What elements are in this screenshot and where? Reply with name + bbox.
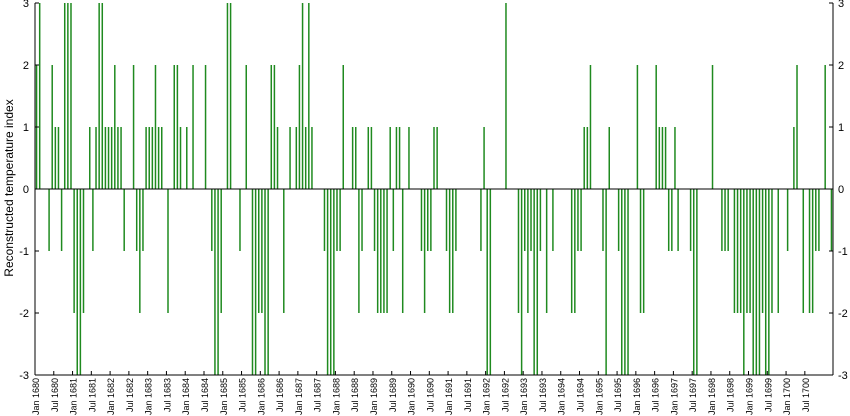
y-tick-label-right: 0 [838, 184, 844, 196]
x-tick-label: Jan 1684 [181, 378, 191, 415]
x-tick-label: Jan 1681 [69, 378, 79, 415]
x-tick-label: Jan 1700 [782, 378, 792, 415]
x-tick-label: Jul 1695 [613, 378, 623, 412]
x-tick-label: Jan 1698 [707, 378, 717, 415]
x-tick-label: Jan 1689 [369, 378, 379, 415]
axes [34, 3, 834, 376]
x-tick-label: Jan 1686 [256, 378, 266, 415]
x-tick-label: Jul 1697 [688, 378, 698, 412]
x-tick-label: Jan 1690 [407, 378, 417, 415]
y-tick-label-right: -3 [838, 370, 848, 382]
y-tick-label-right: -2 [838, 308, 848, 320]
x-tick-label: Jan 1682 [106, 378, 116, 415]
x-tick-label: Jul 1684 [200, 378, 210, 412]
x-tick-label: Jul 1686 [275, 378, 285, 412]
x-tick-label: Jul 1690 [425, 378, 435, 412]
x-tick-label: Jan 1691 [444, 378, 454, 415]
x-tick-label: Jan 1696 [632, 378, 642, 415]
y-tick-label-right: 3 [838, 0, 844, 10]
x-tick-label: Jan 1694 [557, 378, 567, 415]
x-tick-label: Jan 1697 [669, 378, 679, 415]
bar-series [35, 3, 833, 375]
y-tick-label-right: 2 [838, 60, 844, 72]
x-tick-label: Jan 1693 [519, 378, 529, 415]
x-tick-label: Jul 1689 [388, 378, 398, 412]
y-tick-label-left: 1 [23, 122, 29, 134]
x-tick-label: Jul 1680 [50, 378, 60, 412]
x-tick-label: Jul 1698 [726, 378, 736, 412]
x-tick-label: Jul 1681 [87, 378, 97, 412]
x-tick-label: Jul 1683 [162, 378, 172, 412]
x-tick-label: Jul 1699 [763, 378, 773, 412]
x-tick-label: Jan 1680 [31, 378, 41, 415]
x-tick-label: Jan 1685 [219, 378, 229, 415]
x-tick-label: Jul 1696 [651, 378, 661, 412]
x-tick-label: Jul 1687 [313, 378, 323, 412]
x-tick-label: Jul 1700 [801, 378, 811, 412]
x-tick-label: Jan 1699 [745, 378, 755, 415]
y-tick-label-left: 3 [23, 0, 29, 10]
x-tick-label: Jul 1688 [350, 378, 360, 412]
x-tick-label: Jul 1685 [238, 378, 248, 412]
y-tick-label-left: -1 [19, 246, 29, 258]
x-tick-label: Jan 1692 [482, 378, 492, 415]
x-tick-label: Jul 1694 [576, 378, 586, 412]
x-axis-ticks: Jan 1680 Jul 1680 Jan 1681 Jul 1681 Jan 1682… [31, 371, 811, 415]
y-tick-label-left: -2 [19, 308, 29, 320]
x-tick-label: Jul 1691 [463, 378, 473, 412]
y-tick-label-left: -3 [19, 370, 29, 382]
x-tick-label: Jul 1693 [538, 378, 548, 412]
y-tick-label-right: 1 [838, 122, 844, 134]
x-tick-label: Jan 1683 [144, 378, 154, 415]
x-tick-label: Jan 1687 [294, 378, 304, 415]
y-tick-label-left: 0 [23, 184, 29, 196]
x-tick-label: Jan 1695 [594, 378, 604, 415]
x-tick-label: Jul 1692 [500, 378, 510, 412]
x-tick-label: Jul 1682 [125, 378, 135, 412]
y-axis-ticks: 3 3 2 2 1 1 0 0 -1 -1 -2 -2 -3 -3 [19, 0, 848, 382]
x-tick-label: Jan 1688 [331, 378, 341, 415]
y-tick-label-left: 2 [23, 60, 29, 72]
y-tick-label-right: -1 [838, 246, 848, 258]
y-axis-title: Reconstructed temperature index [2, 99, 16, 276]
